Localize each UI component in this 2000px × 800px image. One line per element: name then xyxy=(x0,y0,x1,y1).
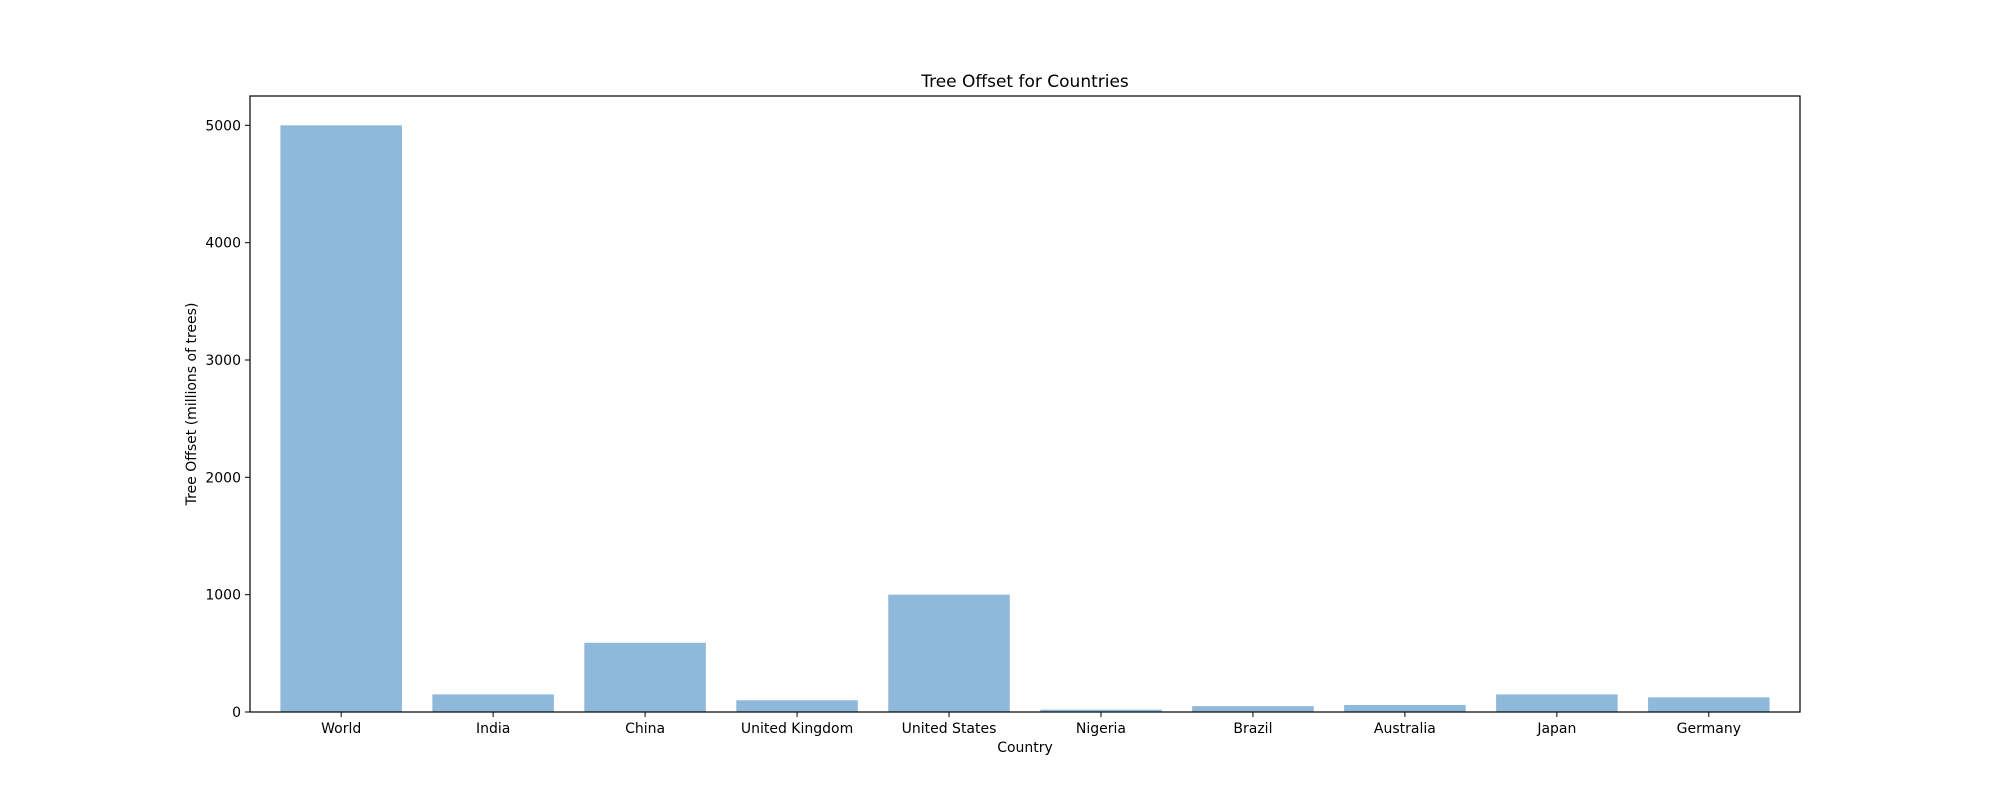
bar-australia xyxy=(1344,704,1466,712)
chart-title: Tree Offset for Countries xyxy=(920,72,1129,92)
x-tick-label: Brazil xyxy=(1233,721,1272,737)
y-tick-label: 4000 xyxy=(205,236,241,252)
x-tick-label: Japan xyxy=(1536,721,1576,737)
bar-united-states xyxy=(888,594,1010,712)
x-tick-label: World xyxy=(321,721,361,737)
plot-frame xyxy=(249,95,1801,713)
bar-india xyxy=(432,694,554,712)
x-tick-label: China xyxy=(625,721,665,737)
y-tick-label: 3000 xyxy=(205,353,241,369)
y-tick-label: 1000 xyxy=(205,588,241,604)
x-tick-label: India xyxy=(476,721,510,737)
x-axis-label: Country xyxy=(997,740,1053,756)
bar-germany xyxy=(1648,697,1770,712)
y-axis-ticks: 0 1000 2000 3000 4000 5000 xyxy=(205,118,250,721)
x-tick-label: Australia xyxy=(1374,721,1436,737)
bar-brazil xyxy=(1192,706,1314,712)
bars-group xyxy=(280,125,1770,712)
x-tick-label: Nigeria xyxy=(1076,721,1126,737)
x-axis-ticks: World India China United Kingdom United Stat… xyxy=(321,712,1741,737)
bar-world xyxy=(280,125,402,712)
bar-japan xyxy=(1496,694,1618,712)
y-tick-label: 5000 xyxy=(205,118,241,134)
y-tick-label: 2000 xyxy=(205,470,241,486)
x-tick-label: Germany xyxy=(1677,721,1741,737)
bar-nigeria xyxy=(1040,709,1162,712)
y-axis-label: Tree Offset (millions of trees) xyxy=(184,303,200,507)
y-tick-label: 0 xyxy=(232,705,241,721)
x-tick-label: United Kingdom xyxy=(741,721,853,737)
bar-china xyxy=(584,642,706,712)
bar-united-kingdom xyxy=(736,700,858,712)
x-tick-label: United States xyxy=(902,721,997,737)
